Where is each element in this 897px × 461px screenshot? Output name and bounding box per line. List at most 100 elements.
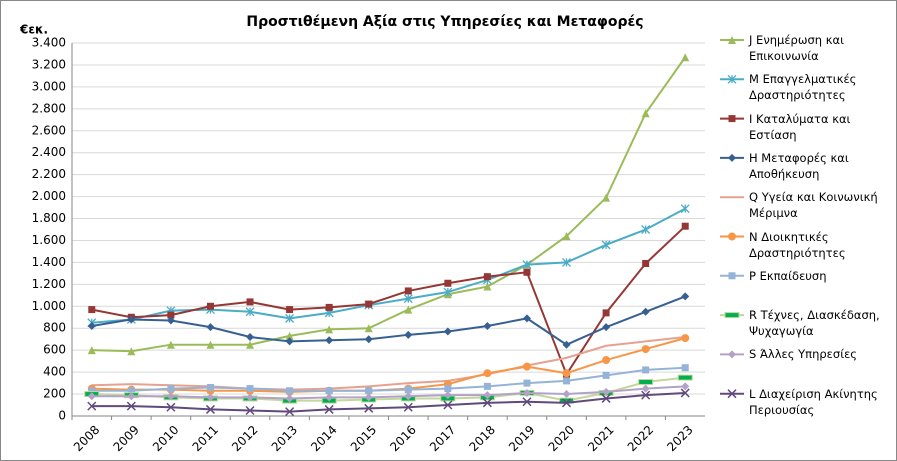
marker (206, 323, 215, 332)
marker (365, 387, 373, 395)
marker (602, 356, 611, 365)
marker (727, 389, 737, 399)
marker (443, 287, 453, 297)
marker (601, 240, 611, 250)
marker (562, 232, 571, 241)
y-tick-label: 2.400 (32, 145, 66, 159)
series-line (91, 391, 686, 413)
legend-label: H Μεταφορές και Αποθήκευση (749, 150, 849, 181)
y-tick-label: 200 (43, 387, 66, 401)
marker (483, 369, 492, 378)
marker (403, 402, 413, 412)
legend-label: S Άλλες Υπηρεσίες (749, 347, 858, 362)
y-tick-label: 3.000 (32, 79, 66, 93)
marker (641, 390, 651, 400)
marker (601, 393, 611, 403)
marker (602, 387, 611, 396)
marker (681, 292, 690, 301)
marker (325, 393, 334, 402)
y-tick-label: 1.600 (32, 233, 66, 247)
legend-label: P Εκπαίδευση (749, 268, 827, 283)
series-line (91, 385, 686, 400)
marker (285, 337, 294, 346)
marker (325, 336, 334, 345)
marker (364, 403, 374, 413)
marker (246, 298, 254, 306)
marker (126, 401, 136, 411)
marker (88, 387, 96, 395)
series-line (91, 225, 686, 377)
marker (680, 388, 690, 398)
y-tick-label: 800 (43, 321, 66, 335)
marker (285, 407, 295, 417)
marker (205, 404, 215, 414)
legend-label: R Τέχνες, Διασκέδαση, Ψυχαγωγία (749, 308, 880, 339)
marker (444, 279, 452, 287)
marker (681, 364, 689, 372)
y-tick-label: 400 (43, 365, 66, 379)
marker (286, 387, 294, 395)
marker (602, 309, 610, 317)
marker (602, 193, 611, 202)
marker (642, 260, 650, 268)
marker (523, 268, 531, 276)
y-tick-label: 1.200 (32, 277, 66, 291)
series-line (91, 366, 686, 392)
marker (167, 311, 175, 319)
marker (404, 305, 413, 314)
marker (562, 390, 571, 399)
marker (325, 387, 333, 395)
legend-label: Q Υγεία και Κοινωνική Μέριμνα (749, 190, 878, 221)
marker (404, 386, 412, 394)
y-tick-label: 600 (43, 343, 66, 357)
marker (641, 345, 650, 354)
marker (724, 312, 740, 319)
marker (522, 314, 531, 323)
marker (680, 204, 690, 214)
marker (127, 387, 135, 395)
marker (285, 313, 295, 323)
marker (246, 333, 255, 342)
marker (166, 402, 176, 412)
y-axis-label: €εκ. (19, 23, 48, 37)
legend-label: L Διαχείριση Ακίνητης Περιουσίας (749, 386, 878, 417)
marker (483, 382, 491, 390)
marker (562, 398, 572, 408)
marker (677, 374, 693, 381)
marker (245, 307, 255, 317)
marker (324, 404, 334, 414)
marker (206, 302, 214, 310)
marker (365, 300, 373, 308)
y-tick-label: 2.200 (32, 167, 66, 181)
marker (641, 225, 651, 234)
y-tick-label: 2.800 (32, 101, 66, 115)
marker (444, 385, 452, 393)
y-tick-label: 3.400 (32, 36, 66, 50)
marker (166, 316, 175, 325)
marker (246, 393, 255, 402)
marker (483, 322, 492, 331)
marker (727, 74, 737, 84)
series-line (91, 376, 686, 402)
marker (245, 405, 255, 416)
y-tick-label: 1.400 (32, 255, 66, 269)
marker (523, 379, 531, 387)
marker (127, 347, 136, 356)
marker (681, 222, 689, 230)
marker (681, 334, 690, 343)
chart-title: Προστιθέμενη Αξία στις Υπηρεσίες και Μετ… (246, 14, 643, 30)
marker (166, 392, 175, 401)
marker (728, 115, 736, 123)
marker (285, 394, 294, 403)
marker (246, 340, 255, 349)
marker (522, 362, 531, 371)
marker (522, 397, 532, 407)
marker (127, 315, 136, 324)
marker (562, 340, 571, 349)
marker (522, 388, 531, 397)
marker (483, 391, 492, 400)
marker (483, 273, 491, 281)
marker (246, 385, 254, 393)
marker (206, 393, 215, 402)
